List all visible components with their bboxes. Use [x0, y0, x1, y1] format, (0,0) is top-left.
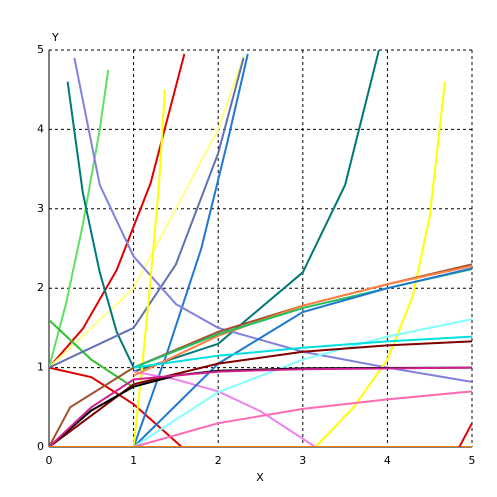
- curve: [49, 366, 472, 447]
- curve: [73, 57, 472, 383]
- curve: [49, 56, 245, 369]
- x-tick-label: 1: [130, 454, 137, 467]
- curve: [132, 53, 249, 447]
- curve: [133, 50, 380, 373]
- y-tick-label: 3: [37, 202, 44, 215]
- curve: [133, 318, 472, 447]
- curve: [49, 57, 245, 369]
- curve: [133, 370, 317, 447]
- curve: [133, 390, 472, 447]
- curves: [49, 50, 472, 447]
- y-tick-label: 0: [37, 440, 44, 453]
- curve: [458, 422, 472, 447]
- y-tick-label: 1: [37, 361, 44, 374]
- x-tick-label: 2: [215, 454, 222, 467]
- curve: [49, 69, 110, 368]
- curve: [49, 366, 472, 447]
- x-tick-label: 3: [299, 454, 306, 467]
- y-axis-label: Y: [51, 31, 59, 44]
- curve: [49, 319, 135, 389]
- x-tick-label: 0: [46, 454, 53, 467]
- grid: [48, 49, 473, 448]
- curve: [49, 263, 472, 447]
- y-tick-label: 5: [37, 43, 44, 56]
- x-axis-label: X: [256, 471, 264, 484]
- y-tick-label: 4: [37, 122, 44, 135]
- curve: [132, 89, 166, 447]
- x-tick-label: 4: [384, 454, 391, 467]
- y-tick-label: 2: [37, 281, 44, 294]
- curve: [49, 366, 183, 447]
- curve: [133, 335, 472, 369]
- x-tick-label: 5: [469, 454, 476, 467]
- curve: [133, 264, 472, 377]
- labels: 0 1 2 3 4 5 0 1 2 3 4 5: [37, 43, 476, 467]
- curve: [66, 81, 135, 369]
- curve: [132, 267, 472, 447]
- curve: [314, 81, 446, 447]
